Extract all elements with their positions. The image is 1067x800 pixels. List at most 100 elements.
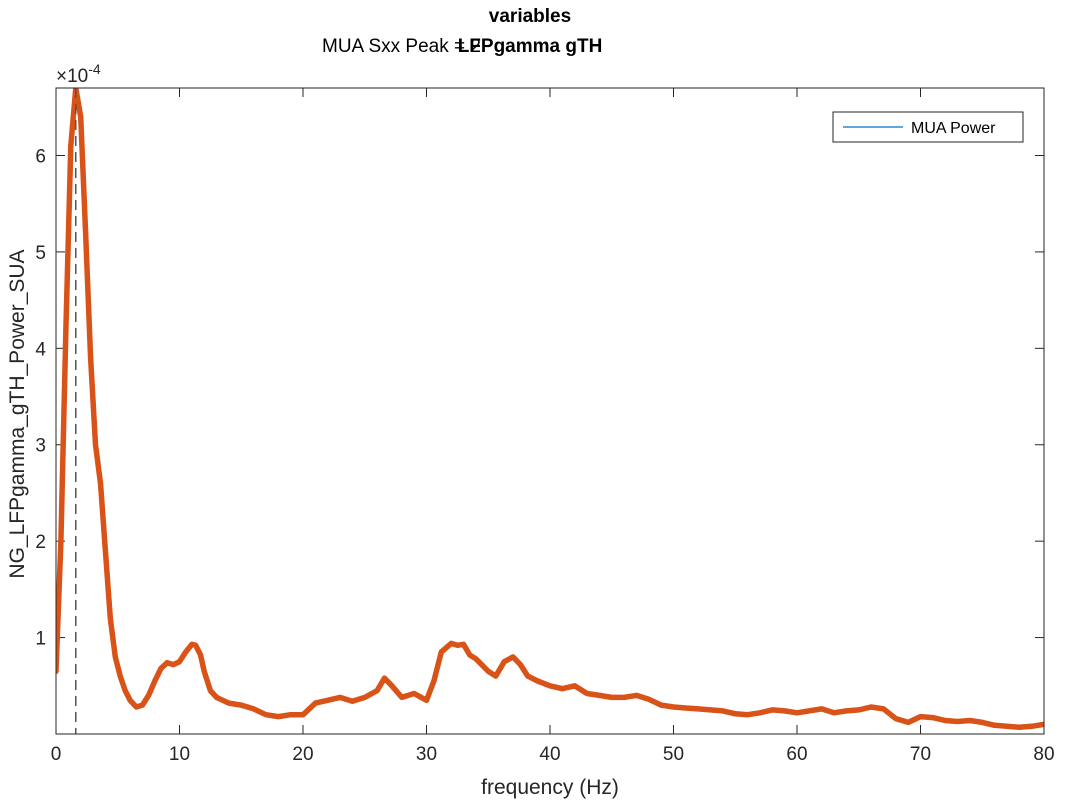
series-point (747, 714, 748, 715)
series-point (352, 701, 353, 702)
series-point (265, 714, 266, 715)
series-point (100, 483, 101, 484)
series-point (945, 720, 946, 721)
x-tick-label: 40 (539, 744, 560, 765)
series-point (195, 645, 196, 646)
series-point (315, 703, 316, 704)
series-point (185, 652, 186, 653)
series-point (80, 116, 81, 117)
series-point (120, 676, 121, 677)
x-tick-label: 70 (910, 744, 931, 765)
series-point (883, 708, 884, 709)
series-point (1007, 726, 1008, 727)
series-point (167, 662, 168, 663)
series-point (364, 697, 365, 698)
series-point (624, 697, 625, 698)
series-point (834, 712, 835, 713)
series-point (210, 690, 211, 691)
series-point (451, 643, 452, 644)
series-point (957, 721, 958, 722)
series-point (982, 722, 983, 723)
series-point (200, 654, 201, 655)
series-point (969, 720, 970, 721)
series-point (414, 693, 415, 694)
series-point (433, 681, 434, 682)
series-point (562, 688, 563, 689)
series-point (303, 714, 304, 715)
series-point (920, 716, 921, 717)
series-point (327, 700, 328, 701)
series-point (228, 703, 229, 704)
series-point (488, 671, 489, 672)
series-point (673, 707, 674, 708)
series-point (154, 681, 155, 682)
series-point (148, 695, 149, 696)
series-point (401, 697, 402, 698)
chart-subtitle-right: LFPgamma gTH (458, 36, 603, 57)
x-tick-label: 10 (169, 744, 190, 765)
series-point (846, 710, 847, 711)
x-tick-label: 30 (416, 744, 437, 765)
series-point (475, 658, 476, 659)
series-point (599, 695, 600, 696)
series-point (105, 550, 106, 551)
series-point (469, 654, 470, 655)
series-point (179, 661, 180, 662)
series-point (661, 705, 662, 706)
x-tick-label: 20 (292, 744, 313, 765)
series-point (1019, 727, 1020, 728)
y-tick-label: 3 (35, 436, 46, 457)
y-tick-label: 5 (35, 243, 46, 264)
legend-label: MUA Power (911, 120, 996, 137)
series-point (95, 444, 96, 445)
y-tick-label: 1 (35, 629, 46, 650)
series-point (587, 693, 588, 694)
series-point (222, 700, 223, 701)
series-point (537, 681, 538, 682)
series-point (441, 652, 442, 653)
series-point (994, 725, 995, 726)
series-point (797, 712, 798, 713)
series-point (463, 644, 464, 645)
series-point (290, 714, 291, 715)
series-point (550, 685, 551, 686)
series-point (278, 716, 279, 717)
series-point (520, 664, 521, 665)
series-point (685, 708, 686, 709)
series-point (241, 705, 242, 706)
y-tick-label: 6 (35, 146, 46, 167)
series-point (136, 707, 137, 708)
x-tick-label: 80 (1033, 744, 1054, 765)
series-point (142, 705, 143, 706)
series-point (426, 700, 427, 701)
series-point (65, 329, 66, 330)
series-point (821, 708, 822, 709)
series-point (110, 618, 111, 619)
series-point (698, 708, 699, 709)
series-point (253, 708, 254, 709)
y-exponent-label: ×10-4 (56, 61, 101, 87)
series-point (895, 718, 896, 719)
series-point (85, 232, 86, 233)
series-line (56, 88, 1044, 731)
series-point (513, 656, 514, 657)
series-point (932, 717, 933, 718)
x-axis-label: frequency (Hz) (481, 776, 619, 799)
y-tick-label: 4 (35, 339, 46, 360)
series-point (384, 678, 385, 679)
series-point (722, 710, 723, 711)
series-point (636, 695, 637, 696)
series-point (90, 358, 91, 359)
series-point (710, 709, 711, 710)
series-point (457, 645, 458, 646)
series-point (340, 697, 341, 698)
series-point (527, 676, 528, 677)
series-point (391, 685, 392, 686)
series-point (130, 700, 131, 701)
series-point (760, 712, 761, 713)
chart-title: variables (489, 6, 571, 27)
series-point (377, 690, 378, 691)
series-point (648, 699, 649, 700)
x-axis-ticks: 0 10 20 30 40 50 60 70 80 (51, 88, 1055, 765)
